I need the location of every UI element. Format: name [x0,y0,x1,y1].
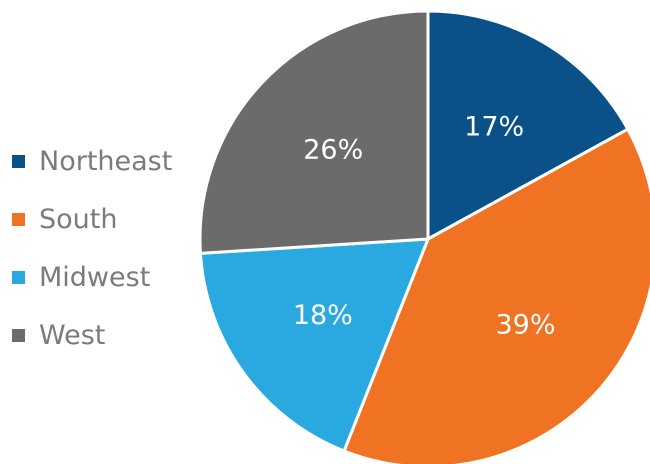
slice-label-midwest: 18% [293,300,353,331]
legend-label-south: South [39,203,118,235]
legend-item-south: South [12,190,172,248]
pie-slice-midwest [198,237,430,453]
slice-label-northeast: 17% [464,112,524,143]
pie-slices [198,9,650,464]
legend-item-midwest: Midwest [12,248,172,306]
pie-slice-west [198,9,430,255]
legend-item-west: West [12,306,172,364]
legend-item-northeast: Northeast [12,132,172,190]
pie-slice-northeast [426,9,630,241]
legend-swatch-south [12,212,25,226]
legend-label-northeast: Northeast [39,145,173,177]
legend-swatch-northeast [12,154,25,168]
pie-slice-south [342,127,650,464]
legend-swatch-midwest [12,270,25,284]
slice-label-west: 26% [303,135,363,166]
legend-label-midwest: Midwest [39,261,151,293]
legend: Northeast South Midwest West [12,132,172,364]
pie-value-labels: 17% 39% 18% 26% [293,112,556,341]
legend-label-west: West [39,319,106,351]
slice-label-south: 39% [496,309,556,340]
legend-swatch-west [12,328,25,342]
